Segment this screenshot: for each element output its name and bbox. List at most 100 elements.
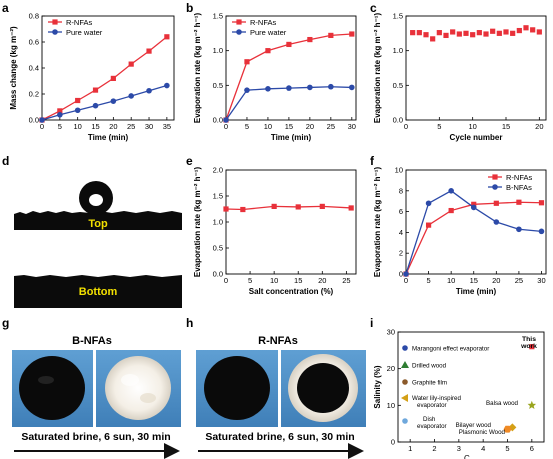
- i-data-point: [529, 344, 535, 350]
- i-legend-marker: [402, 345, 408, 351]
- bottom-surface: [14, 275, 182, 308]
- data-point: [448, 207, 454, 214]
- data-point: [470, 204, 477, 211]
- data-point: [164, 34, 170, 40]
- y-axis-label: Evaporation rate (kg m⁻² h⁻¹): [373, 13, 382, 124]
- panel-label-c: c: [370, 1, 377, 15]
- data-point: [516, 226, 522, 233]
- legend-marker: [236, 29, 242, 35]
- chart-i: 1 2 3 4 5 6 0 10 20 30 Salinity (%) Copt Marangoni e…: [373, 328, 545, 459]
- i-data-point: [503, 425, 512, 433]
- x-tick-label: 3: [457, 444, 461, 453]
- x-tick-label: 1: [408, 444, 412, 453]
- data-point: [410, 30, 416, 36]
- y-tick-label: 0.2: [29, 90, 39, 99]
- data-point: [416, 30, 422, 36]
- data-point: [463, 30, 469, 36]
- plot-frame: [225, 169, 357, 275]
- h-sample-center-dark: [297, 363, 349, 413]
- data-point: [244, 87, 250, 93]
- series-line: [225, 205, 352, 211]
- i-legend-label: Drilled wood: [412, 363, 447, 370]
- plot-frame: [405, 15, 547, 121]
- i-legend-marker: [402, 418, 408, 424]
- panel-label-i: i: [370, 316, 373, 330]
- legend-marker: [236, 19, 242, 25]
- x-axis-label: Time (min): [456, 287, 497, 296]
- y-tick-label: 0.8: [29, 12, 39, 21]
- y-axis-label: Evaporation rate (kg m⁻² h⁻¹): [373, 167, 382, 278]
- y-tick-label: 2: [399, 249, 403, 258]
- chart-b: 0 5 10 15 20 25 30 0.0 0.5 1.0 1.5 Time (min) Evapor…: [193, 12, 357, 142]
- x-tick-label: 5: [245, 122, 249, 131]
- x-tick-label: 35: [163, 122, 171, 131]
- i-annotation-this: This: [522, 336, 536, 343]
- panel-label-a: a: [2, 1, 9, 15]
- legend-label: R-NFAs: [250, 18, 277, 27]
- data-point: [403, 271, 409, 277]
- y-tick-label: 1.0: [393, 46, 403, 55]
- data-point: [57, 112, 63, 118]
- data-point: [223, 117, 229, 123]
- data-point: [538, 200, 545, 206]
- y-tick-label: 0.5: [393, 81, 403, 90]
- series-line: [405, 201, 542, 275]
- plot-frame: [225, 15, 357, 121]
- y-axis-label: Evaporation rate (kg m⁻² h⁻¹): [193, 13, 202, 124]
- x-tick-label: 20: [318, 276, 326, 285]
- x-tick-label: 10: [74, 122, 82, 131]
- y-tick-label: 4: [399, 228, 403, 237]
- i-annotation-work: work: [520, 343, 537, 350]
- data-point: [456, 31, 462, 37]
- y-tick-label: 0.4: [29, 64, 39, 73]
- legend-label: R-NFAs: [506, 173, 533, 182]
- y-tick-label: 10: [387, 401, 395, 410]
- x-tick-label: 0: [224, 122, 228, 131]
- data-point: [92, 87, 99, 93]
- data-point: [307, 84, 313, 91]
- panel-label-h: h: [186, 316, 193, 330]
- y-axis-label: Salinity (%): [373, 365, 382, 408]
- x-axis-label: Time (min): [271, 133, 312, 142]
- legend-label: Pure water: [250, 28, 287, 37]
- g-salt-texture-2: [140, 393, 156, 403]
- data-point: [328, 83, 334, 90]
- data-point: [110, 75, 116, 81]
- x-tick-label: 6: [530, 444, 534, 453]
- data-point: [448, 188, 454, 194]
- data-point: [523, 25, 529, 31]
- x-axis-label: Copt: [464, 454, 478, 459]
- y-tick-label: 30: [387, 328, 395, 337]
- data-point: [436, 30, 442, 36]
- data-point: [496, 30, 502, 36]
- x-tick-label: 25: [515, 276, 523, 285]
- i-annotation-balsa: Balsa wood: [486, 400, 519, 407]
- legend-marker: [52, 29, 58, 35]
- data-point: [490, 28, 496, 34]
- data-point: [516, 27, 522, 34]
- data-point: [530, 27, 536, 33]
- data-point: [476, 30, 482, 36]
- data-point: [128, 93, 134, 99]
- x-tick-label: 10: [468, 122, 476, 131]
- data-point: [423, 32, 429, 38]
- data-point: [430, 36, 436, 42]
- data-point: [425, 222, 432, 228]
- y-tick-label: 1.0: [213, 218, 223, 227]
- data-point: [286, 85, 292, 91]
- y-tick-label: 0.0: [213, 116, 223, 125]
- x-axis-label: Cycle number: [450, 133, 503, 142]
- i-legend-marker: [402, 379, 408, 385]
- data-point: [295, 204, 301, 210]
- data-point: [503, 29, 509, 35]
- x-tick-label: 0: [224, 276, 228, 285]
- legend-marker: [492, 184, 498, 190]
- y-tick-label: 0.0: [29, 116, 39, 125]
- i-legend-marker: [401, 394, 408, 402]
- data-point: [146, 87, 152, 94]
- panel-label-f: f: [370, 154, 375, 168]
- legend-label: R-NFAs: [66, 18, 93, 27]
- x-tick-label: 15: [502, 122, 510, 131]
- legend-marker: [52, 19, 58, 25]
- data-point: [74, 107, 81, 114]
